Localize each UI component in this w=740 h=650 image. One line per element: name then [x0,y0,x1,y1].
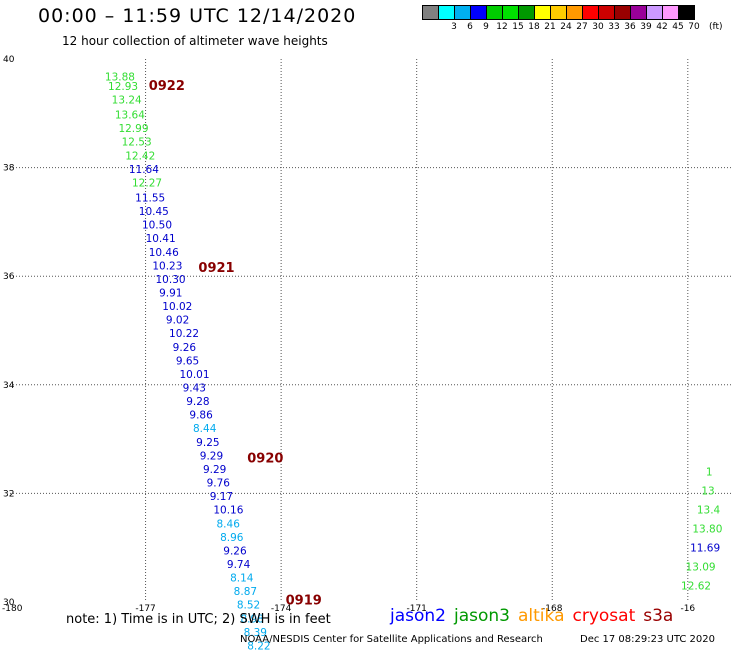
swh-data-label: 9.02 [166,315,189,327]
mission-cryosat: cryosat [572,606,636,626]
swh-data-label: 9.65 [176,355,199,367]
swh-data-label: 12.99 [118,123,148,135]
legend-labels: (ft) 3 6 9 12 15 18 21 24 27 30 33 36 39 42 45 70 [422,20,722,32]
y-tick-label: 40 [3,55,15,65]
swh-data-label: 9.43 [183,383,206,395]
legend-tick-label: 36 [624,22,636,32]
swh-data-label: 10.45 [139,206,169,218]
x-tick-label: -180 [2,604,23,614]
swh-data-label: 13.80 [692,524,722,536]
credit-line: NOAA/NESDIS Center for Satellite Applica… [240,634,543,645]
color-legend: (ft) 3 6 9 12 15 18 21 24 27 30 33 36 39 42 45 70 [422,5,723,32]
swh-data-label: 10.50 [142,220,172,232]
swh-data-label: 9.28 [186,396,209,408]
legend-tick-label: 18 [528,22,540,32]
y-tick-label: 30 [3,598,15,608]
swh-data-label: 9.74 [227,559,251,571]
swh-data-label: 9.26 [173,342,197,354]
swh-data-label: 11.64 [129,164,159,176]
legend-swatches [422,5,695,20]
legend-tick-label: 42 [656,22,668,32]
generated-timestamp: Dec 17 08:29:23 UTC 2020 [580,634,715,645]
time-mark-label: 0922 [149,79,185,94]
legend-tick-label: 39 [640,22,652,32]
swh-data-label: 1 [706,467,713,479]
swh-data-label: 12.53 [122,137,152,149]
legend-tick-label: 45 [672,22,684,32]
legend-tick-label: 24 [560,22,572,32]
swh-data-label: 9.25 [196,437,219,449]
legend-tick-label: 3 [451,22,457,32]
mission-jason3: jason3 [454,606,510,626]
legend-tick-label: 33 [608,22,620,32]
swh-data-label: 8.14 [230,573,254,585]
chart-title: 00:00 – 11:59 UTC 12/14/2020 [38,5,357,27]
legend-swatch [678,5,695,20]
swh-data-label: 9.29 [200,450,223,462]
legend-tick-label: 9 [483,22,489,32]
chart-subtitle: 12 hour collection of altimeter wave hei… [62,34,328,48]
legend-tick-label: 15 [512,22,524,32]
mission-legend: jason2 jason3 altika cryosat s3a [390,606,681,626]
y-tick-label: 32 [3,489,14,499]
swh-data-label: 10.30 [156,274,186,286]
swh-data-label: 8.22 [247,640,270,650]
legend-tick-label: 30 [592,22,604,32]
swh-data-label: 8.96 [220,532,244,544]
swh-data-label: 10.02 [162,301,192,313]
legend-tick-label: 27 [576,22,588,32]
x-tick-label: -174 [271,604,292,614]
swh-data-label: 10.22 [169,328,199,340]
swh-data-label: 11.55 [135,192,165,204]
x-tick-label: -168 [542,604,563,614]
time-mark-label: 0920 [247,452,283,467]
swh-data-label: 8.46 [217,518,241,530]
swh-data-label: 10.01 [179,369,209,381]
mission-jason2: jason2 [390,606,446,626]
swh-data-label: 9.76 [207,478,231,490]
swh-data-label: 8.98 [240,613,263,625]
swh-data-label: 9.26 [223,545,247,557]
swh-data-label: 8.39 [244,627,267,639]
legend-tick-label: 12 [496,22,508,32]
swh-data-label: 9.91 [159,287,182,299]
y-tick-label: 34 [3,381,15,391]
footer-note: note: 1) Time is in UTC; 2) SWH is in fe… [66,612,331,627]
swh-data-label: 13.09 [686,562,716,574]
y-tick-label: 38 [3,164,15,174]
swh-data-label: 12.27 [132,177,162,189]
time-mark-label: 0919 [286,593,322,608]
swh-data-label: 13.64 [115,109,145,121]
mission-altika: altika [518,606,565,626]
swh-data-label: 8.44 [193,423,217,435]
swh-data-label: 13.4 [697,505,721,517]
legend-tick-label: 6 [467,22,473,32]
swh-data-label: 9.29 [203,464,226,476]
y-tick-label: 36 [3,272,15,282]
swh-data-label: 11.69 [690,543,720,555]
x-tick-label: -16 [680,604,695,614]
x-tick-label: -177 [135,604,155,614]
mission-s3a: s3a [643,606,674,626]
swh-data-label: 12.62 [681,581,711,593]
time-mark-label: 0921 [198,261,234,276]
swh-data-label: 8.87 [234,586,257,598]
swh-data-label: 12.42 [125,151,155,163]
swh-data-label: 8.52 [237,600,260,612]
swh-data-label: 10.41 [146,233,176,245]
swh-data-label: 9.17 [210,491,233,503]
legend-tick-label: 21 [544,22,556,32]
swh-data-label: 10.16 [213,505,243,517]
x-tick-label: -171 [406,604,426,614]
swh-data-label: 12.93 [108,81,138,93]
swh-data-label: 10.46 [149,247,179,259]
swh-data-label: 10.23 [152,260,182,272]
swh-data-label: 13.24 [112,95,142,107]
swh-data-label: 13 [701,486,714,498]
swh-data-label: 13.88 [105,71,135,83]
legend-tick-label: 70 [688,22,700,32]
legend-unit: (ft) [709,22,723,32]
swh-data-label: 9.86 [189,410,213,422]
